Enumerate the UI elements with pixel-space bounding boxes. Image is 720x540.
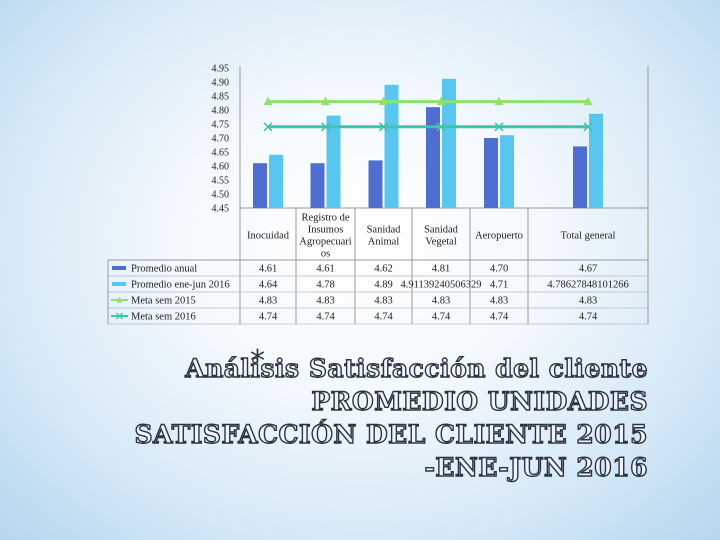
legend-key-1	[112, 266, 126, 270]
data-label-3-4: 4.83	[432, 296, 450, 307]
marker-triangle-3	[379, 96, 388, 106]
y-tick-label: 4.60	[212, 162, 230, 173]
data-label-2-5: 4.71	[490, 280, 508, 291]
title-line-2: PROMEDIO UNIDADES	[311, 386, 649, 416]
slide-title: Análisis Satisfacción del cliente PROMED…	[134, 352, 649, 484]
bar-2-2	[326, 115, 341, 208]
legend-marker-4	[116, 312, 123, 320]
data-label-1-5: 4.70	[490, 264, 508, 275]
bar-1-3	[368, 160, 383, 208]
data-label-2-1: 4.64	[259, 280, 278, 291]
y-tick-label: 4.65	[212, 148, 230, 159]
marker-x-1	[263, 122, 273, 132]
title-line-4: -ENE-JUN 2016	[424, 452, 648, 482]
bar-1-6	[573, 146, 587, 208]
legend-label-1: Promedio anual	[131, 264, 197, 275]
title-line-3: SATISFACCIÓN DEL CLIENTE 2015	[134, 419, 648, 449]
data-label-1-4: 4.81	[432, 264, 450, 275]
data-label-4-1: 4.74	[259, 312, 278, 323]
y-tick-label: 4.80	[212, 106, 230, 117]
y-tick-label: 4.50	[212, 190, 230, 201]
marker-triangle-4	[436, 96, 446, 106]
bar-2-4	[442, 78, 456, 209]
y-tick-label: 4.70	[212, 134, 230, 145]
data-label-1-6: 4.67	[579, 264, 597, 275]
data-label-1-2: 4.61	[316, 264, 334, 275]
data-label-1-3: 4.62	[374, 264, 392, 275]
marker-triangle-6	[583, 96, 593, 106]
category-label-3: Animal	[368, 237, 400, 248]
marker-x-4	[436, 122, 446, 132]
y-tick-label: 4.90	[212, 78, 230, 89]
marker-triangle-1	[263, 96, 273, 106]
category-label-3: Sanidad	[367, 225, 402, 236]
category-label-5: Aeropuerto	[475, 231, 523, 242]
marker-x-3	[378, 122, 389, 132]
category-label-4: Sanidad	[424, 225, 459, 236]
bar-2-3	[384, 84, 399, 208]
y-tick-label: 4.45	[212, 204, 230, 215]
marker-x-6	[583, 122, 593, 132]
category-label-1: Inocuidad	[247, 231, 290, 242]
category-label-6: Total general	[561, 231, 616, 242]
marker-x-5	[494, 122, 504, 132]
data-label-2-3: 4.89	[374, 280, 392, 291]
data-label-2-2: 4.78	[316, 280, 334, 291]
y-tick-label: 4.85	[212, 92, 230, 103]
legend-label-3: Meta sem 2015	[131, 296, 196, 307]
category-label-4: Vegetal	[425, 237, 457, 248]
data-label-1-1: 4.61	[259, 264, 277, 275]
category-label-2: Agropecuari	[299, 237, 352, 248]
data-label-4-2: 4.74	[316, 312, 335, 323]
title-bullet: *	[250, 344, 265, 379]
bar-2-6	[589, 113, 603, 208]
bar-1-2	[310, 163, 325, 208]
legend-label-4: Meta sem 2016	[131, 312, 196, 323]
y-tick-label: 4.55	[212, 176, 230, 187]
category-label-2: Registro de	[301, 213, 349, 224]
category-label-2: os	[321, 249, 330, 260]
bar-1-1	[253, 163, 267, 208]
bar-2-5	[500, 135, 514, 208]
data-label-3-1: 4.83	[259, 296, 277, 307]
data-label-4-6: 4.74	[579, 312, 598, 323]
bar-2-1	[269, 154, 283, 208]
data-label-3-6: 4.83	[579, 296, 597, 307]
data-label-3-5: 4.83	[490, 296, 508, 307]
y-tick-label: 4.95	[212, 64, 230, 75]
bar-1-4	[426, 107, 440, 208]
data-label-2-6: 4.78627848101266	[547, 280, 628, 291]
data-label-4-4: 4.74	[432, 312, 451, 323]
marker-triangle-2	[321, 96, 330, 106]
title-line-1: Análisis Satisfacción del cliente	[185, 353, 649, 383]
data-label-3-3: 4.83	[374, 296, 392, 307]
data-label-2-4: 4.91139240506329	[401, 280, 482, 291]
bar-1-5	[484, 138, 498, 208]
legend-marker-3	[116, 296, 123, 303]
legend-key-2	[112, 282, 126, 286]
y-tick-label: 4.75	[212, 120, 230, 131]
data-label-4-5: 4.74	[490, 312, 509, 323]
marker-x-2	[320, 122, 331, 132]
category-label-2: Insumos	[308, 225, 344, 236]
data-label-3-2: 4.83	[316, 296, 334, 307]
legend-label-2: Promedio ene-jun 2016	[131, 280, 230, 291]
marker-triangle-5	[494, 96, 504, 106]
data-label-4-3: 4.74	[374, 312, 393, 323]
